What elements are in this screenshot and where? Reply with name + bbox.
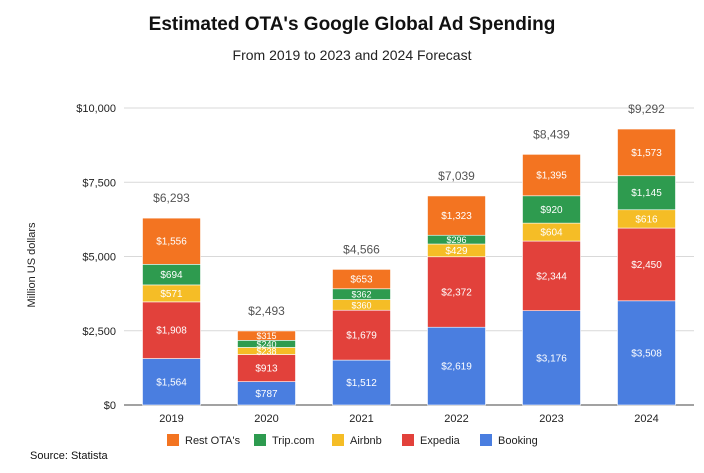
data-label: $1,145 xyxy=(631,188,662,199)
bar-segment xyxy=(617,128,676,177)
bar-segment xyxy=(332,269,391,290)
total-label: $6,293 xyxy=(153,191,190,205)
total-label: $2,493 xyxy=(248,304,285,318)
data-label: $1,323 xyxy=(441,211,472,222)
bar-segment xyxy=(617,175,676,211)
data-label: $2,619 xyxy=(441,362,472,373)
data-label: $1,908 xyxy=(156,326,187,337)
chart-subtitle: From 2019 to 2023 and 2024 Forecast xyxy=(233,47,472,63)
data-label: $296 xyxy=(446,235,466,245)
bar-segment xyxy=(522,240,581,311)
y-tick-label: $0 xyxy=(104,400,116,412)
source-note: Source: Statista xyxy=(30,450,109,462)
legend: Rest OTA's Trip.com Airbnb Expedia Booking xyxy=(167,434,538,447)
x-tick-label: 2023 xyxy=(539,413,563,425)
data-label: $571 xyxy=(160,289,183,300)
total-label: $9,292 xyxy=(628,102,665,116)
x-tick-label: 2020 xyxy=(254,413,278,425)
bars: $1,564 $1,908 $571 $694 $1,556 $6,293 $787 $913… xyxy=(142,102,676,406)
data-label: $913 xyxy=(255,364,278,375)
x-axis-ticks: 2019 2020 2021 2022 2023 2024 xyxy=(159,413,658,425)
y-axis-ticks: $0 $2,500 $5,000 $7,500 $10,000 xyxy=(76,103,116,412)
bar-segment xyxy=(237,354,296,382)
data-label: $2,450 xyxy=(631,260,662,271)
data-label: $616 xyxy=(635,214,658,225)
data-label: $240 xyxy=(256,339,276,349)
data-label: $2,344 xyxy=(536,271,567,282)
chart-title: Estimated OTA's Google Global Ad Spendin… xyxy=(149,14,556,35)
bar-segment xyxy=(142,358,201,406)
bar-segment xyxy=(522,310,581,406)
x-tick-label: 2019 xyxy=(159,413,183,425)
data-label: $1,395 xyxy=(536,171,567,182)
y-tick-label: $7,500 xyxy=(82,177,116,189)
data-label: $1,556 xyxy=(156,237,187,248)
legend-swatch xyxy=(254,434,266,446)
x-tick-label: 2024 xyxy=(634,413,658,425)
total-label: $8,439 xyxy=(533,127,570,141)
legend-swatch xyxy=(332,434,344,446)
legend-swatch xyxy=(480,434,492,446)
x-tick-label: 2021 xyxy=(349,413,373,425)
bar-segment xyxy=(427,326,486,406)
total-label: $7,039 xyxy=(438,169,475,183)
data-label: $238 xyxy=(256,346,276,356)
y-tick-label: $10,000 xyxy=(76,103,116,115)
bar-segment xyxy=(522,154,581,197)
y-tick-label: $5,000 xyxy=(82,252,116,264)
data-label: $362 xyxy=(351,290,371,300)
data-label: $653 xyxy=(350,275,373,286)
y-tick-label: $2,500 xyxy=(82,326,116,338)
bar-segment xyxy=(237,330,296,341)
y-axis-label: Million US dollars xyxy=(26,222,38,307)
data-label: $787 xyxy=(255,389,278,400)
data-label: $1,679 xyxy=(346,331,377,342)
bar-segment xyxy=(617,227,676,302)
gridlines xyxy=(124,107,694,406)
data-label: $2,372 xyxy=(441,287,472,298)
bar-segment xyxy=(617,300,676,406)
total-label: $4,566 xyxy=(343,242,380,256)
data-label: $1,564 xyxy=(156,377,187,388)
data-label: $3,508 xyxy=(631,348,662,359)
legend-label: Airbnb xyxy=(350,435,382,447)
legend-swatch xyxy=(402,434,414,446)
data-label: $604 xyxy=(540,228,563,239)
data-label: $1,573 xyxy=(631,148,662,159)
data-label: $429 xyxy=(445,246,468,257)
legend-label: Expedia xyxy=(420,435,461,447)
legend-label: Trip.com xyxy=(272,435,314,447)
data-label: $3,176 xyxy=(536,353,567,364)
data-label: $315 xyxy=(256,331,276,341)
legend-label: Booking xyxy=(498,435,538,447)
data-label: $1,512 xyxy=(346,378,377,389)
bar-segment xyxy=(427,195,486,236)
bar-segment xyxy=(522,195,581,224)
x-tick-label: 2022 xyxy=(444,413,468,425)
bar-segment xyxy=(142,301,201,359)
data-label: $360 xyxy=(351,300,371,310)
bar-segment xyxy=(142,217,201,265)
legend-label: Rest OTA's xyxy=(185,435,241,447)
legend-swatch xyxy=(167,434,179,446)
bar-segment xyxy=(332,309,391,361)
data-label: $920 xyxy=(540,205,563,216)
data-label: $694 xyxy=(160,270,183,281)
